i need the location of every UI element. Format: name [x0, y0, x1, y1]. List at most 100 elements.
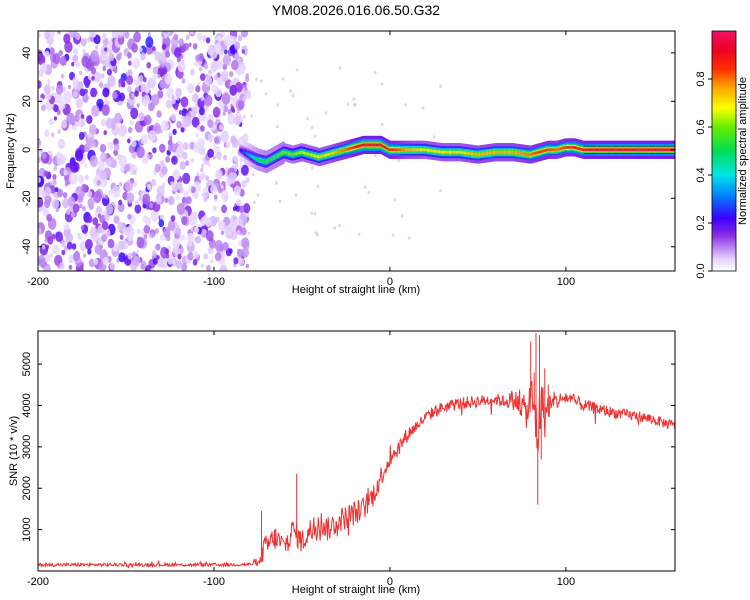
noise-blob: [43, 84, 51, 95]
noise-blob: [87, 190, 93, 198]
noise-blob: [232, 206, 237, 212]
noise-blob: [145, 36, 154, 48]
noise-blob: [222, 111, 226, 116]
noise-blob: [77, 193, 84, 202]
noise-blob: [142, 193, 151, 205]
noise-blob: [104, 98, 109, 104]
noise-blob: [407, 236, 411, 240]
noise-blob: [310, 125, 314, 130]
noise-blob: [90, 87, 98, 98]
noise-blob: [393, 197, 397, 202]
noise-blob: [52, 244, 60, 255]
noise-blob: [86, 137, 95, 149]
noise-blob: [59, 262, 65, 270]
spectrogram-y-label: Frequency (Hz): [5, 113, 17, 189]
noise-blob: [127, 252, 133, 260]
noise-blob: [174, 105, 178, 111]
noise-blob: [188, 42, 192, 47]
colorbar-tick-label: 0.4: [695, 167, 707, 182]
noise-blob: [177, 253, 182, 260]
noise-blob: [38, 157, 42, 163]
noise-blob: [289, 89, 292, 93]
noise-blob: [156, 185, 165, 197]
noise-blob: [104, 195, 109, 200]
x-tick-label: 100: [557, 576, 575, 588]
noise-blob: [253, 200, 256, 205]
spectrogram-x-label: Height of straight line (km): [292, 284, 420, 296]
noise-blob: [310, 166, 314, 170]
noise-blob: [175, 260, 183, 269]
noise-blob: [241, 31, 249, 38]
noise-blob: [162, 67, 168, 75]
noise-blob: [237, 248, 244, 258]
noise-blob: [439, 84, 442, 88]
noise-blob: [128, 224, 132, 230]
noise-blob: [87, 197, 95, 208]
noise-blob: [183, 42, 189, 51]
noise-blob: [176, 203, 186, 215]
noise-blob: [183, 142, 189, 150]
noise-blob: [192, 259, 198, 266]
noise-blob: [235, 204, 241, 212]
noise-blob: [233, 185, 241, 196]
noise-blob: [175, 146, 185, 159]
noise-blob: [182, 152, 188, 160]
noise-blob: [233, 52, 240, 61]
noise-blob: [75, 60, 81, 69]
noise-blob: [214, 137, 219, 144]
noise-blob: [250, 114, 254, 118]
noise-blob: [174, 47, 182, 58]
noise-blob: [215, 60, 222, 70]
noise-blob: [147, 32, 151, 37]
noise-blob: [180, 96, 189, 108]
noise-blob: [38, 197, 44, 208]
noise-blob: [79, 88, 86, 97]
noise-blob: [168, 196, 174, 205]
noise-blob: [210, 259, 214, 264]
noise-blob: [101, 221, 109, 230]
spectrogram-x-axis: -200 -100 0 100: [27, 31, 575, 288]
noise-blob: [189, 31, 195, 35]
noise-blob: [439, 188, 442, 193]
noise-blob: [195, 132, 199, 138]
snr-x-axis: -200 -100 0 100: [27, 331, 575, 588]
noise-blob: [141, 155, 149, 165]
noise-blob: [152, 66, 159, 75]
noise-blob: [118, 124, 128, 136]
noise-blob: [214, 240, 223, 252]
noise-blob: [219, 265, 228, 271]
noise-blob: [100, 170, 108, 180]
noise-blob: [163, 33, 168, 39]
noise-blob: [100, 177, 108, 188]
noise-blob: [432, 135, 436, 139]
colorbar-bar: [711, 30, 737, 272]
noise-blob: [44, 254, 50, 263]
noise-blob: [127, 126, 133, 134]
noise-blob: [112, 185, 121, 198]
noise-blob: [71, 243, 77, 250]
noise-blob: [228, 220, 238, 233]
noise-blob: [65, 232, 74, 244]
noise-blob: [67, 196, 76, 207]
noise-blob: [221, 92, 231, 105]
noise-blob: [164, 197, 169, 203]
noise-blob: [313, 211, 317, 216]
noise-blob: [181, 216, 188, 226]
noise-blob: [84, 233, 88, 238]
noise-blob: [82, 93, 89, 103]
noise-blob: [278, 199, 282, 204]
noise-blob: [193, 141, 202, 153]
noise-blob: [182, 172, 191, 184]
noise-blob: [171, 95, 175, 100]
colorbar-label: Normalized spectral amplitude: [737, 77, 749, 225]
noise-blob: [55, 231, 63, 242]
noise-blob: [192, 192, 196, 198]
noise-blob: [148, 130, 157, 142]
noise-blob: [170, 215, 176, 222]
noise-blob: [227, 108, 232, 115]
noise-blob: [421, 106, 425, 110]
noise-blob: [66, 208, 71, 215]
noise-blob: [200, 172, 206, 180]
noise-blob: [172, 182, 179, 193]
noise-blob: [59, 155, 67, 165]
